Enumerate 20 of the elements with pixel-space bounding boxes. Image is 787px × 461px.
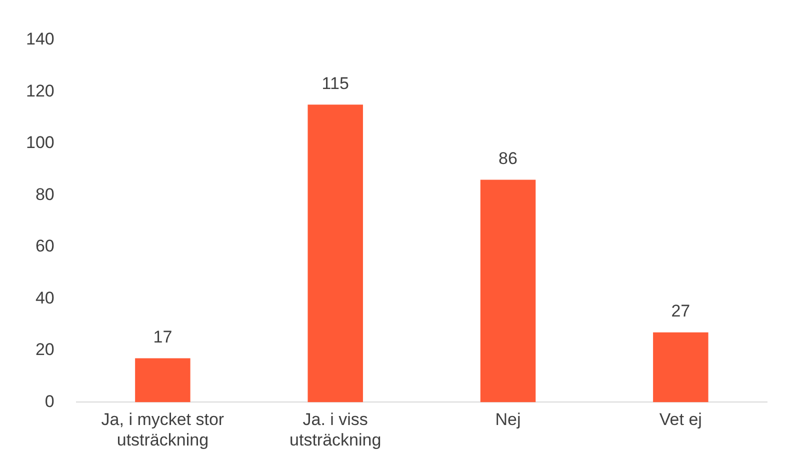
y-tick-label: 60	[35, 236, 54, 256]
data-label: 27	[671, 302, 690, 321]
y-tick-label: 120	[26, 81, 54, 100]
x-tick-label: Ja, i mycket stor utsträckning	[101, 410, 224, 450]
data-label: 115	[322, 74, 349, 93]
bar	[653, 332, 708, 402]
y-tick-label: 20	[35, 340, 54, 360]
y-tick-label: 0	[44, 392, 54, 411]
bar	[480, 180, 536, 402]
y-tick-label: 100	[26, 133, 54, 152]
data-label: 17	[153, 327, 172, 346]
bar	[308, 104, 363, 402]
data-label: 86	[498, 148, 518, 168]
x-tick-label: Vet ej	[659, 410, 702, 430]
y-tick-label: 80	[35, 184, 54, 204]
x-tick-label: Ja. i viss utsträckning	[290, 410, 382, 450]
x-tick-label: Nej	[495, 410, 521, 430]
bar	[135, 358, 190, 402]
y-tick-label: 140	[26, 30, 54, 49]
y-tick-label: 40	[35, 288, 54, 308]
